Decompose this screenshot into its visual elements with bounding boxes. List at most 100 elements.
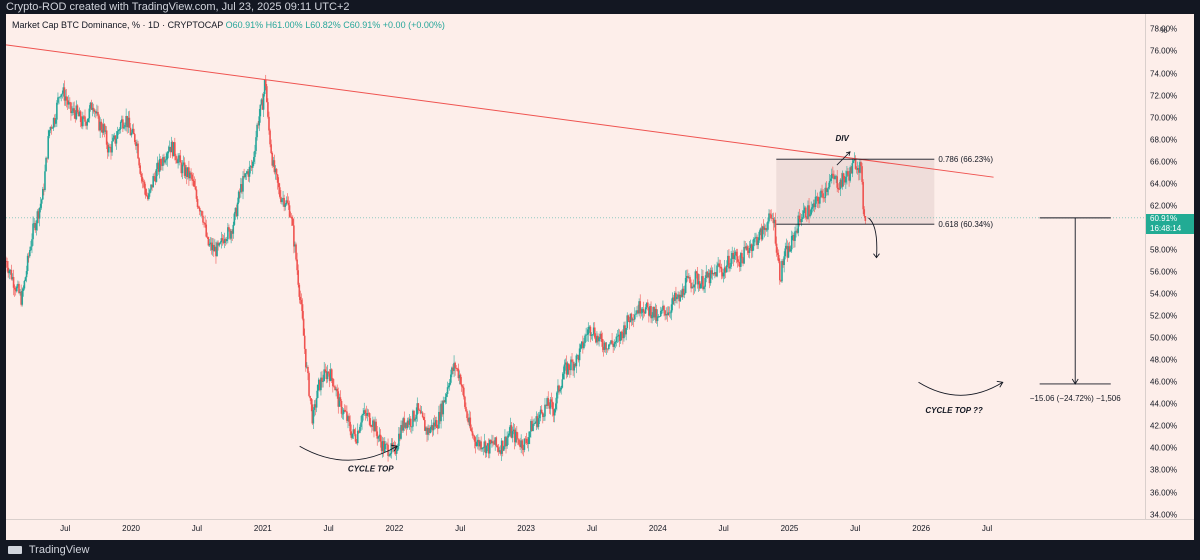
candle-body (444, 396, 447, 403)
candle-body (443, 400, 446, 403)
candle-body (137, 143, 139, 159)
candle-body (230, 231, 232, 239)
candle-body (841, 173, 844, 187)
candle-body (770, 214, 772, 219)
candle-body (670, 304, 673, 313)
candle-body (610, 340, 612, 344)
candle-body (801, 217, 804, 220)
candle-body (475, 442, 478, 446)
candle-body (402, 418, 404, 431)
candle-body (401, 425, 403, 431)
candle-body (161, 164, 163, 166)
candle-body (618, 334, 621, 341)
candle-body (612, 343, 614, 347)
candle-body (312, 409, 315, 424)
candle-body (233, 213, 236, 225)
candle-body (679, 294, 682, 302)
candle-body (369, 424, 372, 427)
candle-body (853, 159, 856, 161)
candle-body (646, 302, 649, 308)
candle-body (466, 411, 468, 419)
candle-body (12, 277, 15, 288)
candle-body (666, 313, 669, 316)
candle-body (452, 367, 454, 371)
candle-body (25, 271, 28, 278)
candle-body (180, 162, 183, 174)
candle-body (804, 207, 807, 218)
candle-body (428, 427, 430, 433)
candle-body (407, 420, 410, 425)
candle-body (72, 108, 74, 112)
candle-body (447, 385, 450, 388)
candle-body (548, 405, 551, 409)
chart-annotation: CYCLE TOP ?? (925, 406, 982, 415)
candle-body (86, 121, 88, 126)
candle-body (598, 337, 600, 342)
candle-body (200, 210, 202, 212)
candle-body (73, 108, 75, 113)
candle-body (145, 195, 148, 197)
candle-body (574, 363, 577, 367)
price-axis-unit: % (1160, 26, 1168, 35)
candle-body (806, 217, 808, 219)
candle-body (20, 291, 22, 305)
candle-body (179, 155, 182, 163)
candle-body (626, 315, 629, 329)
candle-body (292, 218, 294, 226)
price-chart-svg[interactable]: 0.786 (66.23%) 0.618 (60.34%) −15.06 (−24.… (6, 14, 1145, 519)
candle-body (592, 327, 595, 335)
candle-body (659, 310, 662, 317)
candle-body (570, 359, 572, 371)
legend-interval: 1D (148, 20, 160, 30)
candle-body (202, 215, 204, 223)
candle-body (582, 341, 584, 349)
candle-body (854, 159, 857, 169)
candle-body (849, 167, 851, 181)
candle-body (303, 335, 306, 349)
candle-body (373, 420, 375, 432)
candle-body (24, 277, 27, 281)
candle-body (455, 368, 458, 369)
candle-body (327, 371, 330, 374)
candle-body (284, 204, 287, 207)
candle-body (858, 168, 860, 173)
candle-body (780, 280, 782, 282)
candle-body (182, 162, 185, 165)
candle-body (540, 409, 543, 413)
candle-body (458, 374, 461, 379)
legend-exchange: CRYPTOCAP (167, 20, 224, 30)
candle-body (154, 176, 157, 182)
candle-body (350, 431, 353, 438)
candle-body (584, 335, 586, 344)
candle-body (602, 346, 605, 350)
candle-body (663, 305, 665, 311)
candle-body (177, 158, 179, 164)
candle-body (250, 166, 253, 168)
candle-body (537, 418, 540, 427)
candle-body (512, 429, 515, 432)
candle-body (282, 197, 284, 200)
candle-body (724, 267, 727, 273)
time-axis[interactable]: Jul 2020 Jul 2021 Jul 2022 Jul 2023 Jul 2024 Jul 20… (6, 519, 1194, 540)
candle-body (332, 378, 334, 387)
candle-body (143, 181, 146, 189)
candle-body (302, 318, 305, 336)
candle-body (547, 398, 550, 406)
candle-body (375, 421, 377, 432)
candle-body (703, 286, 705, 290)
candle-body (471, 431, 474, 436)
candle-body (735, 251, 738, 257)
candle-body (210, 242, 213, 251)
candle-body (170, 141, 173, 153)
candle-body (585, 334, 587, 336)
plot-area[interactable]: 0.786 (66.23%) 0.618 (60.34%) −15.06 (−24.… (6, 14, 1145, 519)
candle-body (769, 213, 771, 215)
candle-body (235, 207, 238, 217)
candle-body (412, 410, 414, 427)
candle-body (183, 162, 186, 176)
candle-body (715, 272, 717, 277)
price-axis[interactable]: % 78.00% 76.00% 74.00% 72.00% 70.00% 68.00% 66… (1145, 14, 1194, 519)
candle-body (240, 184, 242, 193)
candle-body (337, 391, 340, 407)
candle-body (209, 242, 212, 245)
